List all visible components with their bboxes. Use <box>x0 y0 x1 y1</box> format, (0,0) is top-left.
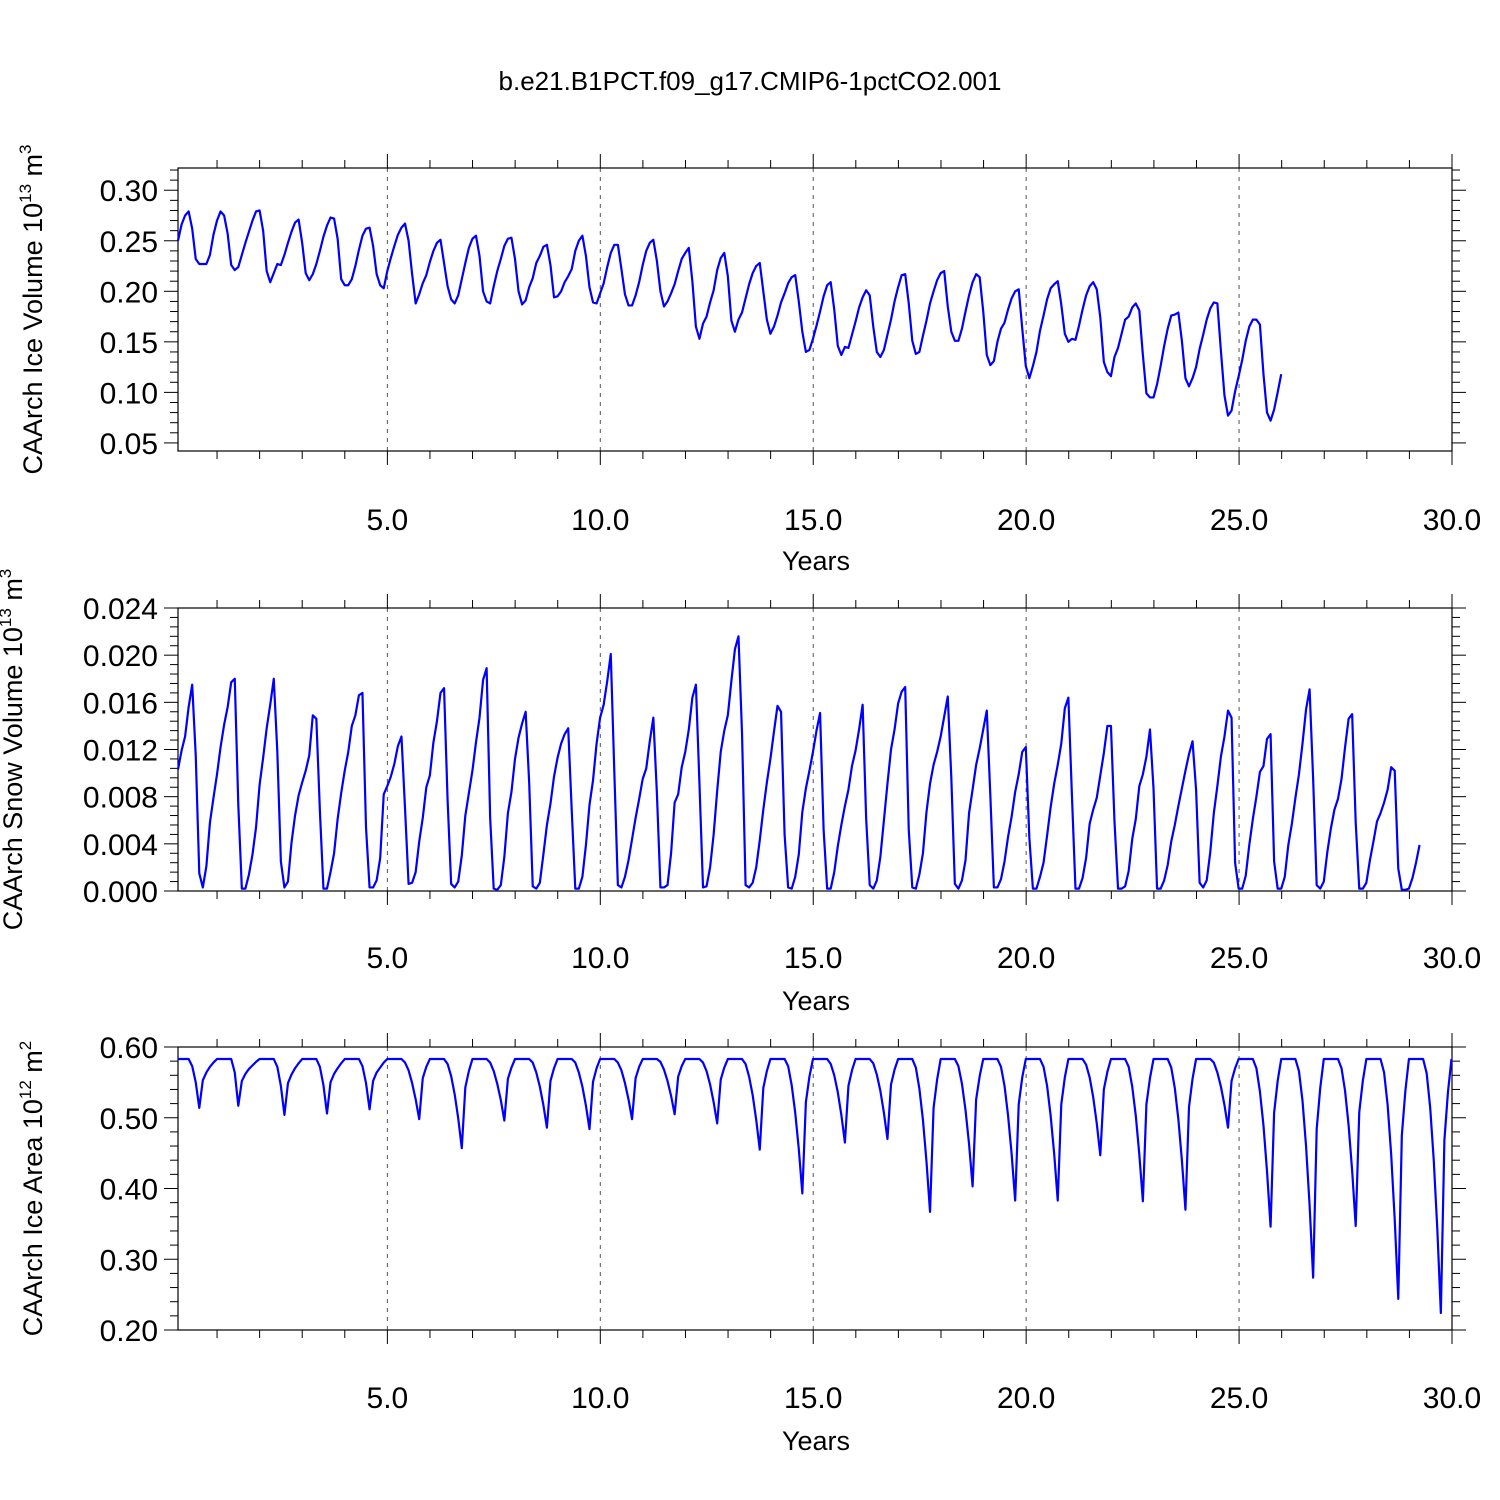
y-tick-label: 0.05 <box>100 428 158 461</box>
plot-frame <box>177 607 1453 892</box>
x-tick-label: 20.0 <box>997 504 1055 537</box>
series-line <box>178 1057 1453 1315</box>
x-tick-label: 15.0 <box>784 504 842 537</box>
y-tick-label: 0.30 <box>100 1244 158 1277</box>
y-tick-label: 0.008 <box>83 782 158 815</box>
x-tick-label: 30.0 <box>1423 1382 1481 1415</box>
page-title: b.e21.B1PCT.f09_g17.CMIP6-1pctCO2.001 <box>498 66 1002 96</box>
y-axis-label: CAArch Snow Volume 1013 m3 <box>0 569 28 931</box>
x-tick-label: 5.0 <box>367 942 409 975</box>
y-tick-label: 0.15 <box>100 327 158 360</box>
x-tick-label: 10.0 <box>571 1382 629 1415</box>
x-tick-label: 15.0 <box>784 1382 842 1415</box>
y-tick-label: 0.016 <box>83 687 158 720</box>
y-tick-label: 0.50 <box>100 1103 158 1136</box>
y-tick-label: 0.024 <box>83 593 158 626</box>
x-axis-label: Years <box>782 986 850 1016</box>
y-tick-label: 0.60 <box>100 1032 158 1065</box>
y-tick-label: 0.40 <box>100 1174 158 1207</box>
x-tick-label: 5.0 <box>367 1382 409 1415</box>
plot-frame <box>177 167 1453 452</box>
plot-frame <box>177 1046 1453 1331</box>
series-line <box>176 635 1421 891</box>
series-line <box>176 209 1283 422</box>
y-axis-label: CAArch Ice Volume 1013 m3 <box>16 144 48 474</box>
y-tick-label: 0.20 <box>100 276 158 309</box>
x-tick-label: 5.0 <box>367 504 409 537</box>
x-tick-label: 30.0 <box>1423 942 1481 975</box>
y-axis-label: CAArch Ice Area 1012 m2 <box>16 1041 48 1337</box>
y-tick-label: 0.10 <box>100 377 158 410</box>
x-axis-label: Years <box>782 1426 850 1456</box>
y-tick-label: 0.000 <box>83 876 158 909</box>
x-tick-label: 20.0 <box>997 1382 1055 1415</box>
y-tick-label: 0.30 <box>100 175 158 208</box>
x-tick-label: 25.0 <box>1210 504 1268 537</box>
y-tick-label: 0.020 <box>83 640 158 673</box>
y-tick-label: 0.25 <box>100 226 158 259</box>
x-tick-label: 10.0 <box>571 942 629 975</box>
x-tick-label: 25.0 <box>1210 1382 1268 1415</box>
x-tick-label: 30.0 <box>1423 504 1481 537</box>
y-tick-label: 0.004 <box>83 829 158 862</box>
x-tick-label: 25.0 <box>1210 942 1268 975</box>
y-tick-label: 0.20 <box>100 1315 158 1348</box>
x-axis-label: Years <box>782 546 850 576</box>
x-tick-label: 20.0 <box>997 942 1055 975</box>
y-tick-label: 0.012 <box>83 735 158 768</box>
x-tick-label: 10.0 <box>571 504 629 537</box>
x-tick-label: 15.0 <box>784 942 842 975</box>
